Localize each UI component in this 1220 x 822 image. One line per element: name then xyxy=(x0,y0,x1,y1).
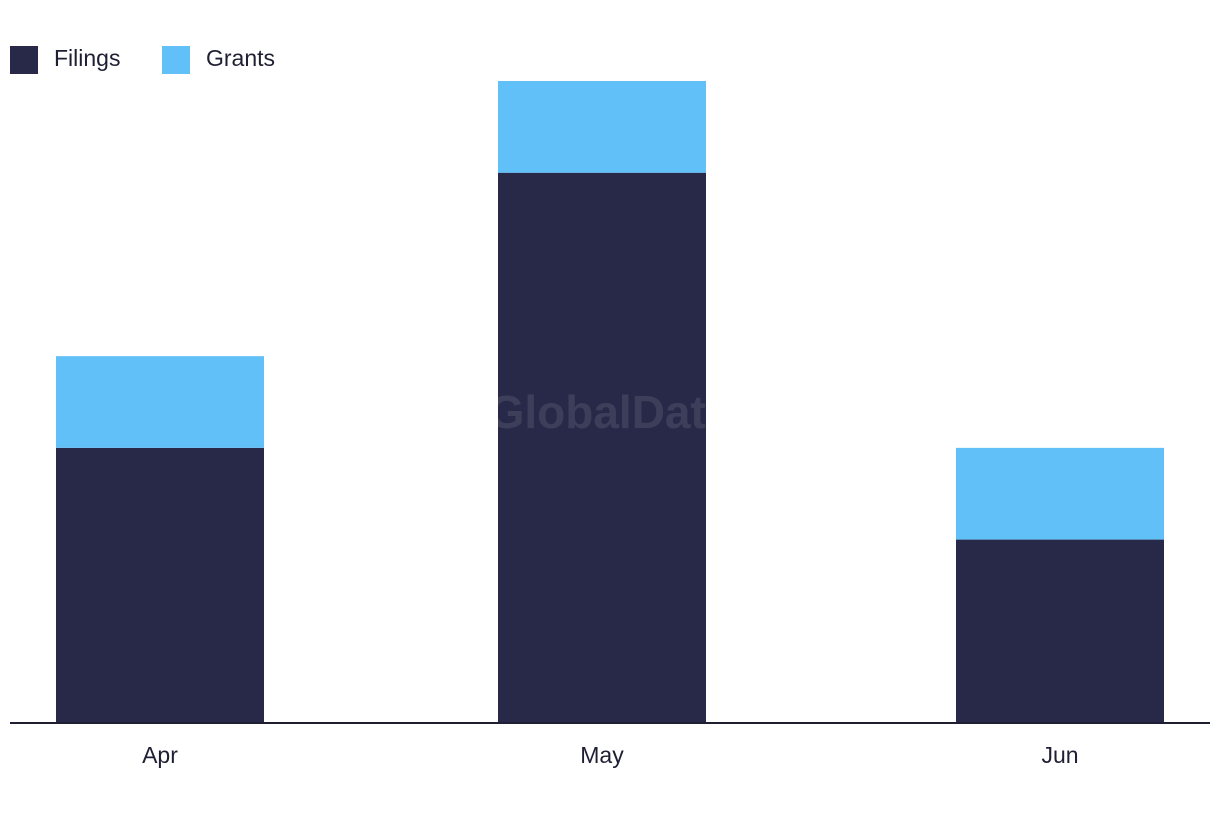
bars-group xyxy=(56,81,1164,723)
legend-item-grants: Grants xyxy=(162,45,275,74)
legend-item-filings: Filings xyxy=(10,45,120,74)
bar-grants-may xyxy=(498,81,706,173)
legend-label-grants: Grants xyxy=(206,45,275,71)
x-tick-label-jun: Jun xyxy=(1041,742,1078,768)
watermark: GlobalData xyxy=(489,386,732,438)
bar-grants-jun xyxy=(956,447,1164,540)
legend-label-filings: Filings xyxy=(54,45,120,71)
legend-swatch-grants xyxy=(162,46,190,74)
x-tick-label-apr: Apr xyxy=(142,742,178,768)
bar-filings-may xyxy=(498,172,706,723)
bar-filings-jun xyxy=(956,539,1164,723)
bar-grants-apr xyxy=(56,356,264,448)
bar-filings-apr xyxy=(56,447,264,723)
legend-swatch-filings xyxy=(10,46,38,74)
x-tick-label-may: May xyxy=(580,742,624,768)
x-tick-labels: Apr May Jun xyxy=(142,742,1078,768)
legend: Filings Grants xyxy=(10,45,275,74)
